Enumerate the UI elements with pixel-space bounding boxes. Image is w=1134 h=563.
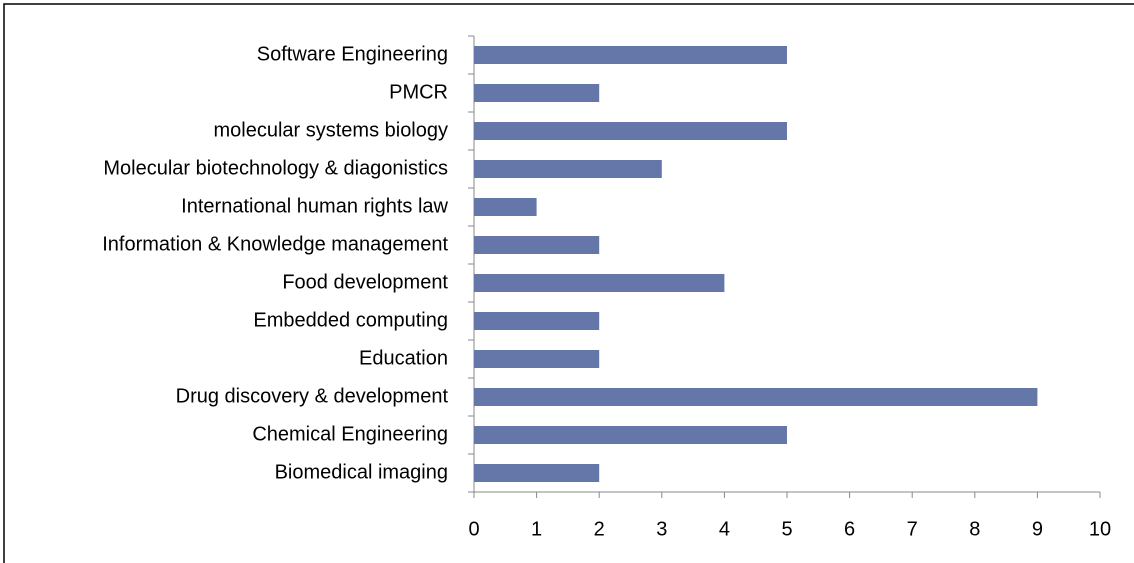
y-tick-label: Education bbox=[359, 347, 448, 369]
y-tick-label: International human rights law bbox=[181, 195, 448, 217]
y-tick-label: Molecular biotechnology & diagonistics bbox=[103, 157, 448, 179]
x-tick-label: 10 bbox=[1089, 518, 1111, 540]
y-tick-label: molecular systems biology bbox=[213, 119, 448, 141]
x-tick-label: 1 bbox=[531, 518, 542, 540]
x-tick-label: 4 bbox=[719, 518, 730, 540]
y-tick-label: Drug discovery & development bbox=[176, 385, 449, 407]
bar bbox=[474, 464, 600, 482]
bar bbox=[474, 350, 600, 368]
x-tick-label: 6 bbox=[844, 518, 855, 540]
y-tick-label: Embedded computing bbox=[253, 309, 448, 331]
y-tick-label: Software Engineering bbox=[257, 43, 448, 65]
bar bbox=[474, 388, 1038, 406]
x-tick-label: 2 bbox=[594, 518, 605, 540]
x-tick-label: 7 bbox=[907, 518, 918, 540]
y-tick-label: Chemical Engineering bbox=[252, 423, 448, 445]
bar bbox=[474, 236, 600, 254]
bar bbox=[474, 198, 537, 216]
bar bbox=[474, 46, 787, 64]
bar bbox=[474, 84, 600, 102]
x-tick-label: 3 bbox=[656, 518, 667, 540]
x-tick-label: 5 bbox=[781, 518, 792, 540]
bar bbox=[474, 122, 787, 140]
bar bbox=[474, 160, 662, 178]
bar bbox=[474, 274, 725, 292]
y-tick-label: Information & Knowledge management bbox=[102, 233, 448, 255]
y-tick-label: Biomedical imaging bbox=[275, 461, 448, 483]
y-tick-label: PMCR bbox=[389, 81, 448, 103]
y-tick-label: Food development bbox=[282, 271, 448, 293]
bar bbox=[474, 426, 787, 444]
x-tick-label: 0 bbox=[468, 518, 479, 540]
bar bbox=[474, 312, 600, 330]
x-tick-label: 9 bbox=[1032, 518, 1043, 540]
x-tick-label: 8 bbox=[969, 518, 980, 540]
frame bbox=[3, 3, 1134, 563]
